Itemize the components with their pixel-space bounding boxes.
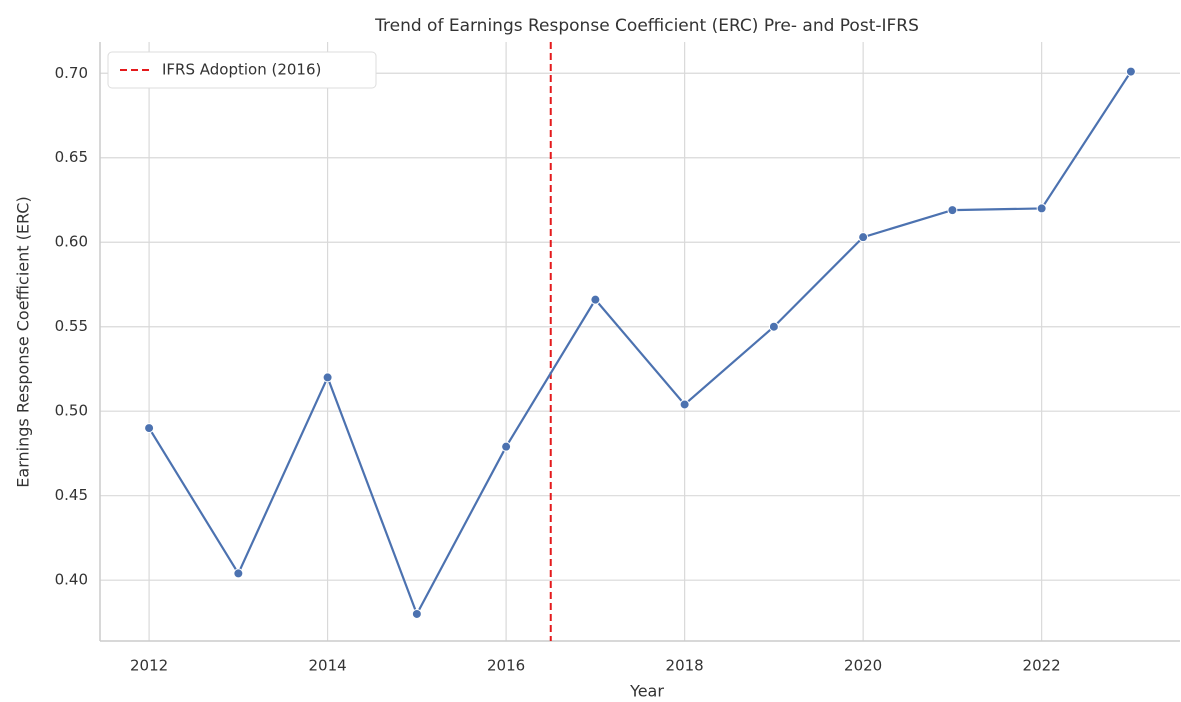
data-point [590, 294, 601, 305]
x-axis-label: Year [629, 682, 664, 701]
data-point [1125, 66, 1136, 77]
data-point [322, 372, 333, 383]
data-point [233, 568, 244, 579]
x-tick-label: 2014 [309, 657, 347, 675]
y-tick-label: 0.60 [55, 233, 88, 251]
data-point [858, 232, 869, 243]
data-line [148, 70, 1132, 617]
y-tick-label: 0.45 [55, 486, 88, 504]
y-tick-label: 0.55 [55, 317, 88, 335]
x-tick-label: 2020 [844, 657, 882, 675]
y-axis-label: Earnings Response Coefficient (ERC) [14, 196, 33, 487]
x-tick-label: 2016 [487, 657, 525, 675]
y-tick-label: 0.50 [55, 402, 88, 420]
data-point [411, 608, 422, 619]
legend: IFRS Adoption (2016) [107, 51, 377, 89]
legend-box [107, 51, 377, 89]
data-point [768, 321, 779, 332]
x-tick-label: 2018 [666, 657, 704, 675]
data-point [1036, 203, 1047, 214]
data-point [144, 423, 155, 434]
y-tick-label: 0.70 [55, 64, 88, 82]
y-tick-label: 0.65 [55, 148, 88, 166]
data-point [679, 399, 690, 410]
data-point [501, 441, 512, 452]
chart-title: Trend of Earnings Response Coefficient (… [374, 16, 919, 36]
x-tick-label: 2022 [1023, 657, 1061, 675]
legend-label: IFRS Adoption (2016) [162, 61, 321, 79]
y-tick-label: 0.40 [55, 571, 88, 589]
data-point [947, 205, 958, 216]
x-tick-label: 2012 [130, 657, 168, 675]
